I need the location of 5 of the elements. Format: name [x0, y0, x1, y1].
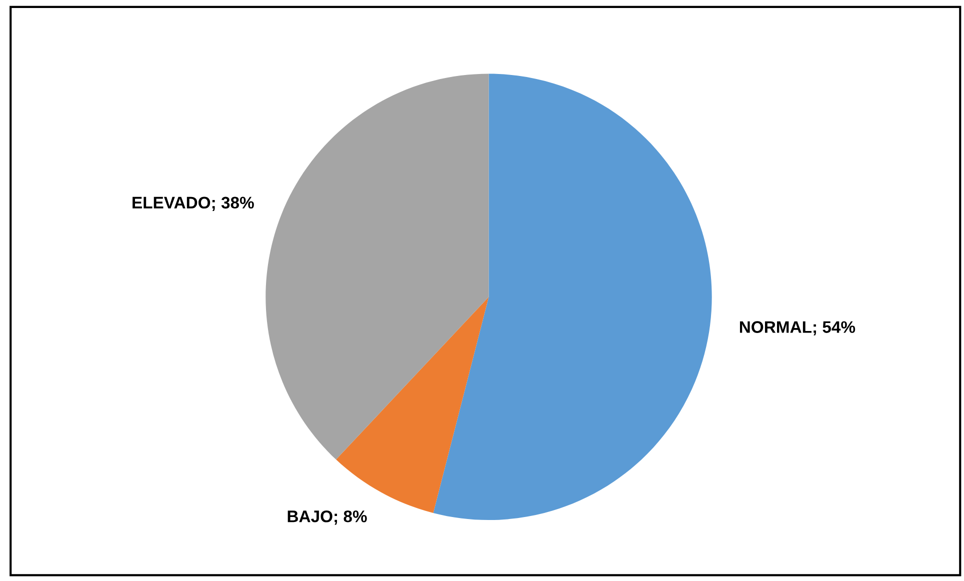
- slice-label: BAJO; 8%: [288, 510, 367, 525]
- pie-slice: [266, 74, 489, 460]
- slice-label: ELEVADO; 38%: [132, 196, 254, 211]
- slice-label: NORMAL; 54%: [740, 321, 856, 336]
- pie-slice: [433, 74, 712, 520]
